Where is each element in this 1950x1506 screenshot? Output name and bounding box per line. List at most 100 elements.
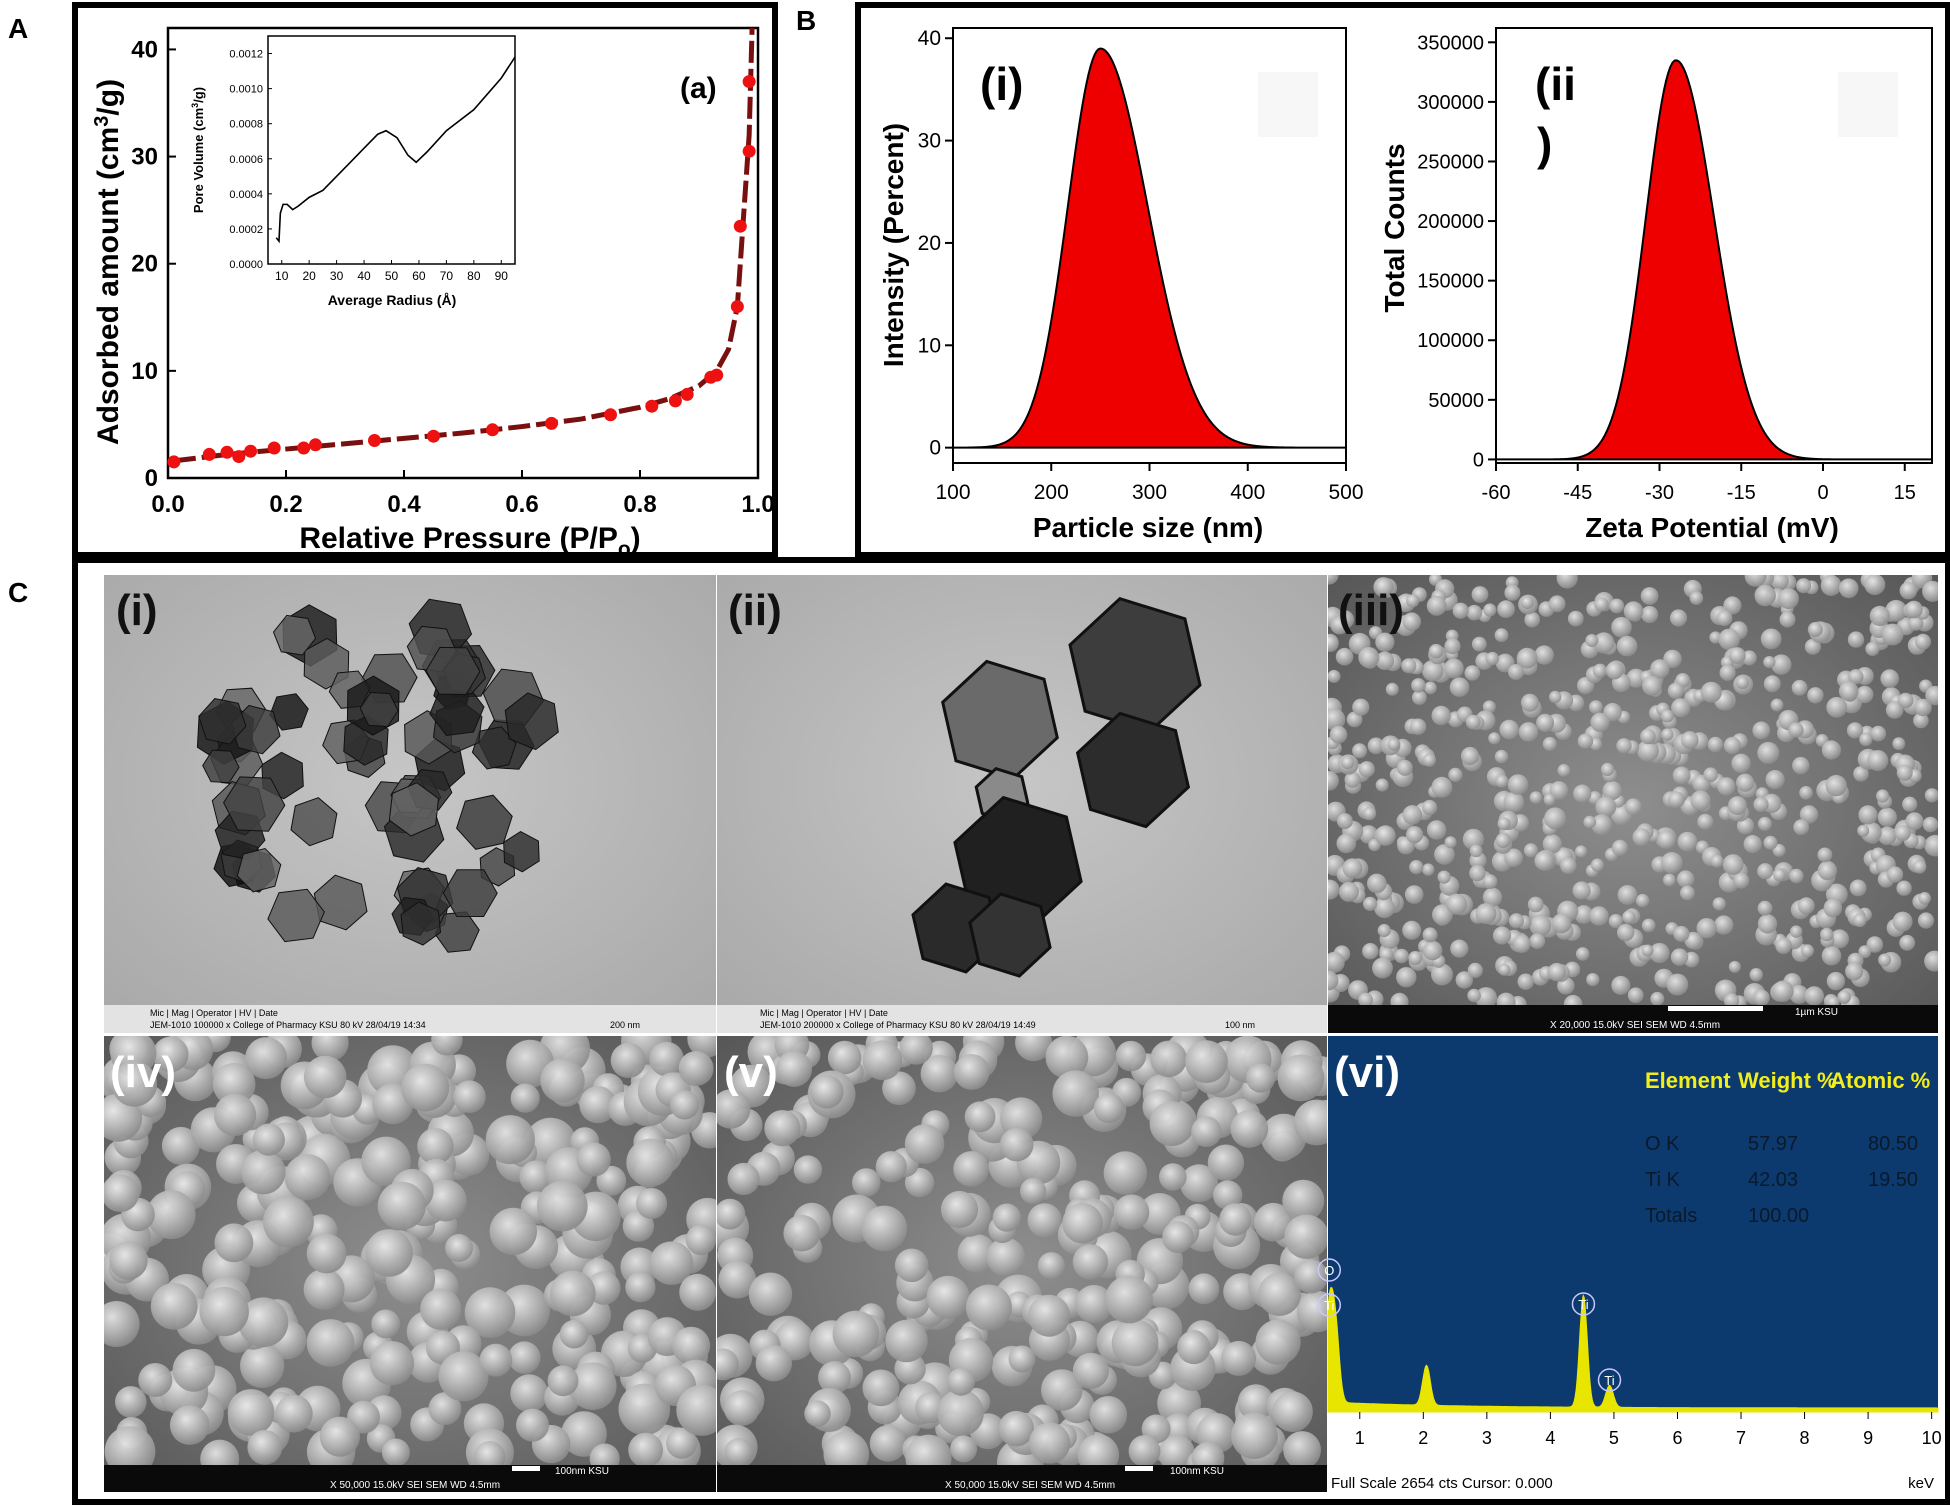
sem-grain — [284, 1154, 331, 1200]
sem-grain — [1412, 690, 1427, 705]
sem-grain — [1600, 762, 1615, 777]
zeta-y-axis-title: Total Counts — [1379, 143, 1410, 312]
sem-grain — [904, 1167, 935, 1198]
edx-table-header-2: Atomic % — [1830, 1068, 1930, 1093]
isotherm-point-2 — [220, 445, 234, 459]
sem-grain — [1105, 1275, 1153, 1324]
sem-grain — [1342, 858, 1363, 879]
sem-grain — [568, 1362, 617, 1410]
sem-v-scale: 100nm KSU — [1170, 1466, 1224, 1477]
sem-grain — [1159, 1163, 1187, 1191]
sem-grain — [1700, 681, 1722, 703]
isotherm-y-axis-title: Adsorbed amount (cm3/g) — [91, 79, 125, 445]
edx-x-tick-1: 2 — [1418, 1428, 1428, 1448]
sem-grain — [401, 1063, 450, 1112]
sem-grain — [1925, 685, 1938, 706]
sem-grain — [1358, 761, 1375, 778]
inset-y-tick-4: 0.0008 — [229, 119, 263, 131]
isotherm-point-9 — [427, 429, 440, 443]
sem-grain — [1641, 605, 1659, 624]
sem-grain — [1542, 736, 1557, 751]
tem-ii-info-bar — [717, 1005, 1327, 1033]
sem-grain — [1008, 1345, 1036, 1373]
tem-i-particle — [236, 847, 282, 893]
sem-grain — [1431, 776, 1453, 798]
sem-grain — [420, 1288, 462, 1330]
sem-grain — [1282, 1179, 1325, 1222]
sem-image-iv: X 50,000 15.0kV SEI SEM WD 4.5mm 100nm K… — [104, 1036, 716, 1492]
sem-grain — [1859, 732, 1873, 747]
tem-i-particle — [456, 794, 513, 850]
sem-grain — [1549, 781, 1569, 800]
sem-grain — [579, 1086, 617, 1124]
sem-grain — [1585, 634, 1599, 647]
sem-grain — [1520, 596, 1534, 609]
sem-grain — [1508, 913, 1524, 929]
sem-grain — [723, 1390, 760, 1426]
sem-grain — [1667, 682, 1685, 699]
sem-grain — [1575, 845, 1588, 858]
sem-grain — [1788, 722, 1804, 738]
sem-grain — [1853, 766, 1869, 782]
sem-iv-scale: 100nm KSU — [555, 1466, 609, 1477]
sem-grain — [1494, 628, 1509, 643]
sem-grain — [1905, 812, 1924, 831]
sem-grain — [111, 1061, 158, 1107]
sem-grain — [1464, 665, 1481, 681]
edx-table-cell-2-0: Totals — [1645, 1205, 1697, 1227]
isotherm-x-ticks: 0.0 0.2 0.4 0.6 0.8 1.0 — [151, 470, 775, 518]
sem-grain — [1838, 578, 1859, 599]
zeta-distribution-area — [1496, 59, 1932, 461]
sem-grain — [1446, 893, 1468, 915]
isotherm-y-label: Adsorbed amount (cm — [92, 127, 125, 445]
sem-grain — [1865, 641, 1880, 657]
inset-y-tick-0: 0.0000 — [229, 259, 263, 271]
edx-footer: Full Scale 2654 cts Cursor: 0.000 — [1331, 1475, 1553, 1492]
sem-iv-particles — [104, 1036, 716, 1479]
sem-grain — [1027, 1203, 1062, 1238]
sem-grain — [1237, 1384, 1275, 1421]
sem-grain — [1608, 914, 1623, 929]
isotherm-point-4 — [244, 444, 258, 458]
sem-grain — [1609, 598, 1625, 614]
edx-table-cell-2-1: 100.00 — [1748, 1205, 1809, 1227]
sem-grain — [862, 1040, 903, 1081]
chartB1-y-tick-4: 40 — [918, 27, 941, 50]
sem-grain — [1611, 616, 1632, 638]
sem-grain — [540, 1058, 585, 1103]
sem-grain — [1466, 604, 1483, 621]
sem-grain — [1716, 610, 1733, 627]
sem-grain — [1335, 647, 1354, 666]
isotherm-point-19 — [733, 219, 747, 233]
sem-grain — [227, 1389, 275, 1436]
inset-y-tick-1: 0.0002 — [229, 224, 263, 236]
sem-grain — [1257, 1272, 1302, 1316]
edx-table-header-1: Weight % — [1738, 1068, 1837, 1093]
sem-grain — [464, 1287, 516, 1338]
sem-grain — [1902, 796, 1918, 812]
isotherm-x-label-close: ) — [631, 522, 641, 555]
sem-grain — [1719, 664, 1736, 681]
sem-grain — [1431, 705, 1451, 726]
inset-y-label-sup: 3 — [190, 103, 200, 108]
sem-grain — [875, 1151, 907, 1183]
sem-grain — [1449, 677, 1470, 697]
sem-grain — [587, 1271, 621, 1305]
sem-grain — [628, 1432, 663, 1468]
sem-grain — [1753, 989, 1770, 1006]
sem-grain — [1488, 732, 1501, 745]
zeta-potential-chart: -60 -45 -30 -15 0 15 0 50000 100000 150000 200000… — [1379, 27, 1933, 543]
sem-grain — [1765, 770, 1785, 790]
chartB2-y-tick-7: 350000 — [1417, 32, 1484, 54]
sem-grain — [1111, 1319, 1159, 1367]
sem-grain — [1594, 597, 1609, 612]
sem-grain — [1037, 1252, 1065, 1280]
sem-grain — [1660, 709, 1674, 723]
sem-grain — [1804, 638, 1821, 655]
sem-grain — [999, 1127, 1034, 1162]
sem-grain — [1896, 764, 1913, 781]
tem-i-particle — [503, 831, 540, 873]
edx-x-tick-4: 5 — [1609, 1428, 1619, 1448]
sem-grain — [547, 1365, 579, 1397]
zeta-x-axis-title: Zeta Potential (mV) — [1585, 512, 1839, 543]
